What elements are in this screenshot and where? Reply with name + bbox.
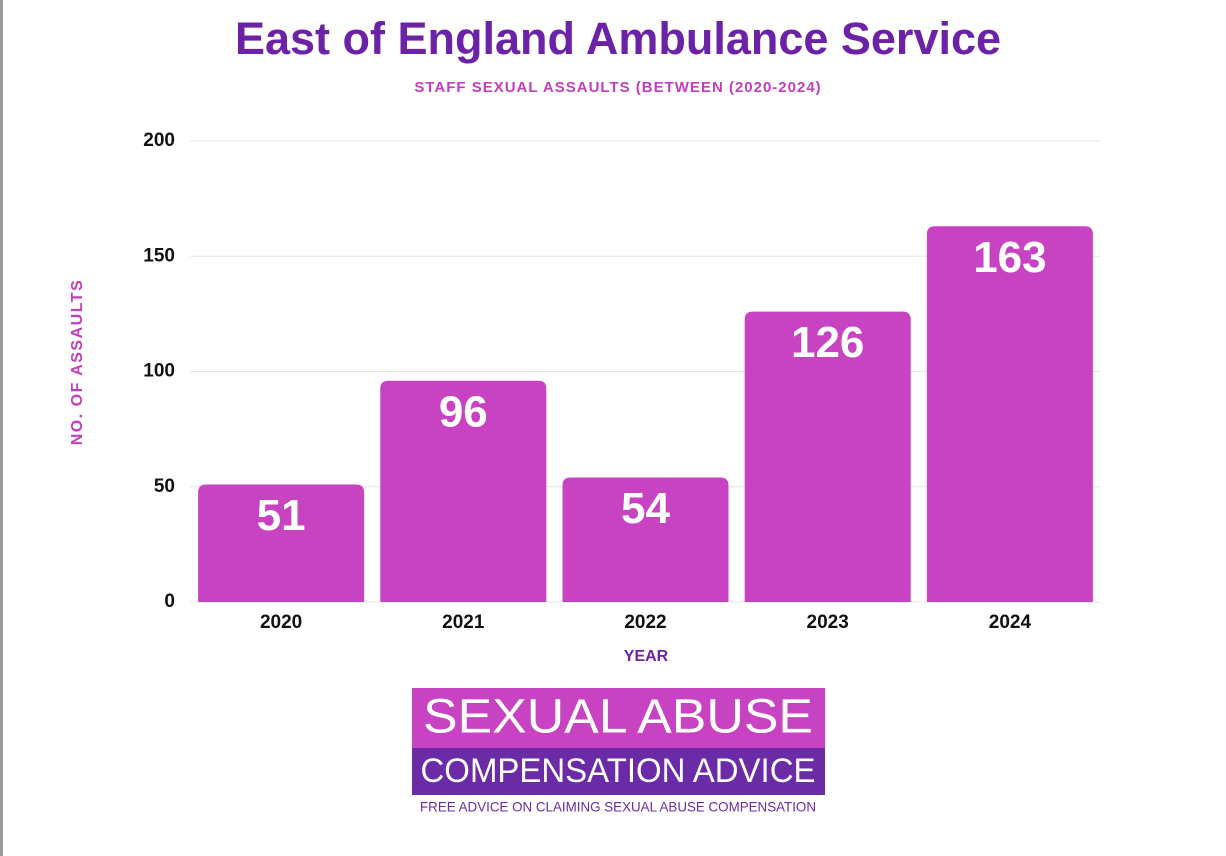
logo: SEXUAL ABUSE COMPENSATION ADVICE FREE AD… <box>412 688 825 815</box>
value-label: 163 <box>973 233 1046 282</box>
y-tick-label: 50 <box>154 476 175 497</box>
bar <box>198 484 365 602</box>
chart-title: East of England Ambulance Service <box>235 13 1001 64</box>
y-tick-label: 0 <box>164 591 175 612</box>
chart-subtitle: STAFF SEXUAL ASSAULTS (BETWEEN (2020-202… <box>414 79 821 96</box>
value-label: 51 <box>257 491 306 540</box>
y-tick-label: 200 <box>143 130 175 151</box>
bar <box>380 380 547 602</box>
y-tick-label: 150 <box>143 245 175 266</box>
x-tick-label: 2023 <box>807 612 849 633</box>
x-tick-label: 2021 <box>442 612 485 633</box>
logo-tagline: FREE ADVICE ON CLAIMING SEXUAL ABUSE COM… <box>420 799 816 815</box>
x-tick-label: 2024 <box>989 612 1032 633</box>
value-label: 126 <box>791 318 864 367</box>
logo-top <box>412 688 825 748</box>
value-label: 54 <box>621 484 670 533</box>
left-border <box>0 0 3 856</box>
bar <box>926 226 1093 602</box>
x-tick-label: 2022 <box>624 612 666 633</box>
y-tick-label: 100 <box>143 361 175 382</box>
logo-bottom <box>412 748 825 795</box>
logo-line2: COMPENSATION ADVICE <box>421 752 816 790</box>
y-axis-label: NO. OF ASSAULTS <box>69 279 86 446</box>
bar <box>562 477 729 602</box>
bar <box>744 311 911 602</box>
x-tick-label: 2020 <box>260 612 302 633</box>
logo-line1: SEXUAL ABUSE <box>423 691 813 744</box>
x-axis-label: YEAR <box>624 648 669 665</box>
value-label: 96 <box>439 387 488 436</box>
